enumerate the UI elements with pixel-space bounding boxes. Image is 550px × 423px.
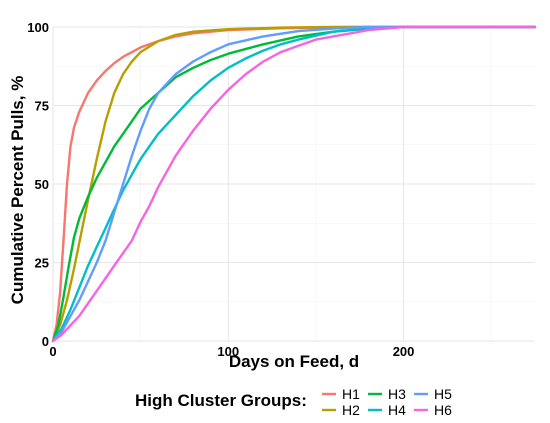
legend-label: H1 bbox=[342, 386, 360, 402]
series-line-h2 bbox=[51, 25, 537, 343]
x-axis-title: Days on Feed, d bbox=[229, 352, 359, 371]
legend-item-h3: H3 bbox=[368, 386, 406, 402]
x-tick-label: 100 bbox=[217, 344, 239, 359]
x-tick-label: 0 bbox=[49, 344, 56, 359]
series-lines bbox=[51, 25, 537, 343]
y-tick-label: 50 bbox=[35, 177, 49, 192]
legend-item-h1: H1 bbox=[322, 386, 360, 402]
y-tick-label: 25 bbox=[35, 256, 49, 271]
y-axis-title: Cumulative Percent Pulls, % bbox=[8, 76, 27, 305]
legend-label: H2 bbox=[342, 402, 360, 418]
legend-label: H3 bbox=[388, 386, 406, 402]
legend-title: High Cluster Groups: bbox=[135, 391, 307, 410]
series-line-h5 bbox=[51, 25, 537, 343]
y-tick-label: 0 bbox=[42, 334, 49, 349]
x-tick-label: 200 bbox=[393, 344, 415, 359]
y-tick-label: 75 bbox=[35, 99, 49, 114]
legend-label: H6 bbox=[434, 402, 452, 418]
tick-labels: 0 25 50 75 100 0 100 200 bbox=[27, 20, 414, 359]
series-line-h6 bbox=[51, 25, 537, 343]
grid bbox=[52, 26, 535, 342]
legend-item-h4: H4 bbox=[368, 402, 406, 418]
series-line-h3 bbox=[51, 25, 537, 343]
legend-label: H5 bbox=[434, 386, 452, 402]
legend-item-h6: H6 bbox=[414, 402, 452, 418]
legend-label: H4 bbox=[388, 402, 406, 418]
y-tick-label: 100 bbox=[27, 20, 49, 35]
series-line-h4 bbox=[51, 25, 537, 343]
legend-item-h2: H2 bbox=[322, 402, 360, 418]
legend-item-h5: H5 bbox=[414, 386, 452, 402]
